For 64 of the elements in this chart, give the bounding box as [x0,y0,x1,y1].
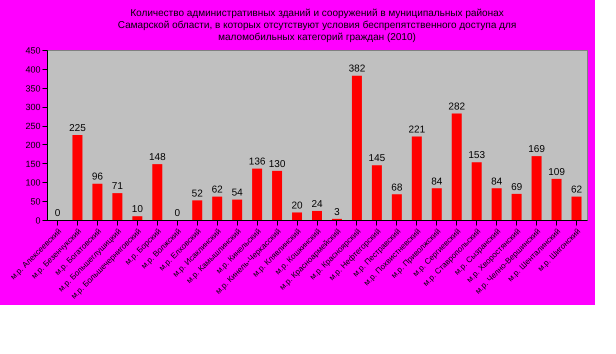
data-label: 225 [69,123,86,134]
data-label: 20 [291,200,304,212]
data-label: 0 [174,208,180,219]
bar [432,188,442,220]
data-label: 153 [468,150,486,162]
data-label: 69 [511,182,523,193]
bar [112,193,122,220]
bar [552,178,562,220]
bar [392,194,402,220]
text: маломобильных категорий граждан (2010) [218,32,416,43]
data-label: 148 [148,152,166,164]
y-tick-label: 250 [25,121,40,132]
bar [152,164,162,220]
bar [412,136,422,220]
data-label: 24 [311,198,323,210]
y-tick-label: 100 [25,178,40,188]
bar [92,184,102,220]
data-label: 84 [431,176,443,188]
bar [272,170,282,220]
y-tick-label: 0 [35,216,40,226]
bar [252,168,262,220]
y-tick-label: 200 [25,140,40,150]
y-tick-label: 400 [25,64,40,74]
bar [192,200,202,220]
bar [452,113,462,220]
bar [292,212,302,220]
data-label: 169 [528,144,546,156]
y-tick-label: 50 [30,196,40,207]
data-label: 0 [54,208,61,219]
bar [492,188,502,220]
bar [472,162,482,220]
data-label: 130 [268,158,286,170]
data-label: 54 [232,188,244,199]
text: Самарской области, в которых отсутствуют условия беспрепятственного доступа для [118,20,516,31]
data-label: 68 [391,182,403,194]
y-tick-label: 450 [25,46,40,56]
bar [312,210,322,220]
data-label: 62 [570,184,583,196]
data-label: 71 [112,181,124,192]
bar [72,135,82,220]
data-label: 145 [368,153,386,164]
data-label: 382 [348,64,366,75]
bar [232,200,242,220]
y-tick-label: 150 [25,158,40,169]
data-label: 84 [491,176,503,188]
data-label: 10 [132,204,144,216]
y-tick-label: 350 [25,83,40,94]
bar [212,196,222,220]
data-label: 136 [248,156,266,168]
text: Количество административных зданий и сооружений в муниципальных районах [130,8,504,19]
bar [572,196,582,220]
bar [352,76,362,220]
y-tick-label: 300 [25,102,40,112]
bar [132,216,142,220]
data-label: 282 [448,101,466,112]
bar [372,165,382,220]
data-label: 3 [334,206,340,218]
bar [532,156,542,220]
data-label: 221 [408,124,426,136]
data-label: 52 [192,188,204,200]
data-label: 62 [212,184,224,196]
data-label: 96 [92,172,104,183]
data-label: 109 [548,166,566,178]
bar [512,194,522,220]
